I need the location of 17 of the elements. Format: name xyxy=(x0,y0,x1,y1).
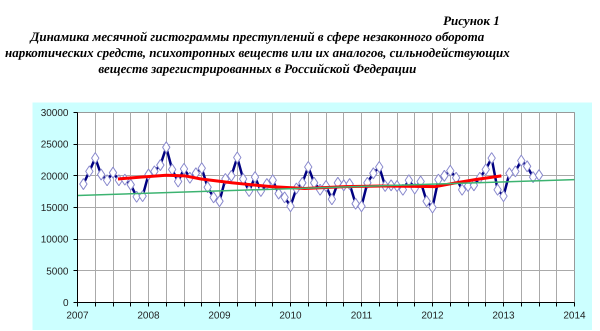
x-tick-label: 2013 xyxy=(492,310,516,322)
y-tick-label: 5000 xyxy=(46,266,69,278)
x-tick-label: 2012 xyxy=(421,310,444,322)
x-tick-label: 2010 xyxy=(279,310,302,322)
y-tick-label: 25000 xyxy=(40,140,69,151)
y-tick-label: 15000 xyxy=(40,203,69,214)
chart-title: Динамика месячной гистограммы преступлений в сфере незаконного оборота наркотических средств, психотропных веществ или их аналогов, сильнодействующих веществ зарегистрированных в Российской Федерации xyxy=(5,29,510,77)
text: Рисунок 1 xyxy=(442,13,501,29)
x-tick-label: 2008 xyxy=(137,310,160,322)
y-tick-label: 10000 xyxy=(40,234,69,246)
x-tick-label: 2014 xyxy=(563,310,586,322)
y-tick-label: 30000 xyxy=(40,108,69,119)
y-tick-label: 20000 xyxy=(40,171,69,182)
x-tick-label: 2009 xyxy=(208,310,232,322)
x-tick-label: 2011 xyxy=(350,310,373,322)
x-tick-label: 2007 xyxy=(66,310,90,322)
y-tick-label: 0 xyxy=(62,298,69,309)
